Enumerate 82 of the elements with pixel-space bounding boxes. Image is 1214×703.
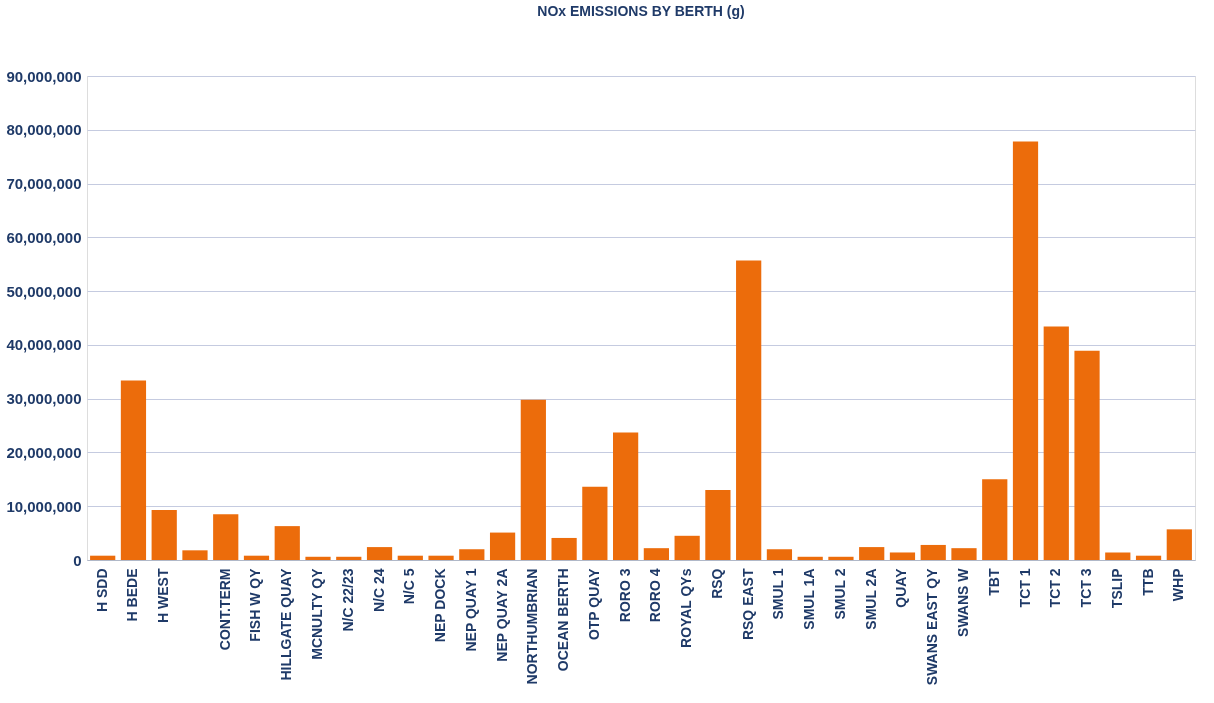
x-tick-label: SMUL 1 — [770, 568, 787, 620]
x-tick-label: MCNULTY QY — [309, 567, 326, 660]
x-tick-label: TSLIP — [1108, 568, 1125, 609]
x-tick-label: OCEAN BERTH — [555, 568, 572, 672]
chart-title: NOx EMISSIONS BY BERTH (g) — [537, 3, 745, 19]
x-tick-label: SWANS W — [954, 567, 971, 637]
bar — [182, 550, 208, 560]
x-tick-label: NEP QUAY 2A — [493, 568, 510, 662]
x-tick-label: RORO 3 — [616, 568, 633, 623]
bar — [797, 556, 823, 560]
bar — [274, 526, 300, 560]
x-tick-label: TTB — [1139, 568, 1156, 596]
bar — [243, 555, 270, 560]
x-tick-label: RSQ EAST — [739, 568, 756, 641]
x-tick-label: QUAY — [893, 567, 910, 608]
bar — [151, 509, 177, 560]
bar — [1012, 141, 1039, 560]
bar — [859, 547, 885, 560]
x-tick-label: H BEDE — [124, 568, 141, 622]
x-tick-label: FISH W QY — [247, 567, 264, 642]
bar — [736, 260, 762, 560]
y-tick-label: 10,000,000 — [6, 497, 82, 515]
bar — [520, 399, 546, 560]
x-tick-label: HILLGATE QUAY — [278, 567, 295, 681]
x-tick-label: TCT 3 — [1078, 568, 1095, 608]
x-tick-label: NORTHUMBRIAN — [524, 568, 541, 685]
y-tick-label: 30,000,000 — [6, 390, 82, 408]
bar — [90, 555, 116, 560]
bar — [428, 555, 454, 560]
x-tick-label: SMUL 2A — [862, 568, 879, 630]
y-tick-label: 50,000,000 — [6, 282, 82, 300]
bar — [305, 556, 331, 560]
y-tick-label: 90,000,000 — [6, 67, 82, 85]
x-tick-label: SMUL 2 — [831, 568, 848, 620]
x-tick-label: OTP QUAY — [585, 567, 602, 641]
y-tick-label: 60,000,000 — [6, 228, 82, 246]
y-tick-label: 70,000,000 — [6, 175, 82, 193]
bar — [1105, 552, 1131, 560]
bar — [613, 432, 639, 560]
x-tick-label: ROYAL QYs — [678, 568, 695, 648]
y-tick-label: 0 — [73, 551, 82, 569]
bar — [489, 532, 516, 560]
x-tick-label: N/C 24 — [370, 568, 387, 613]
x-tick-label: WHP — [1170, 568, 1187, 602]
bar — [951, 548, 977, 560]
bar — [1135, 555, 1162, 560]
bar — [551, 537, 577, 560]
bar — [366, 547, 393, 560]
x-tick-label: SWANS EAST QY — [924, 567, 941, 686]
bar — [889, 552, 916, 560]
y-tick-label: 20,000,000 — [6, 443, 82, 461]
x-tick-label: H WEST — [155, 568, 172, 623]
bar — [1074, 350, 1100, 560]
x-tick-label: N/C 22/23 — [339, 568, 356, 632]
x-tick-label: TCT 2 — [1047, 568, 1064, 608]
x-tick-label: H SDD — [93, 568, 110, 613]
y-tick-label: 40,000,000 — [6, 336, 82, 354]
bar — [120, 380, 147, 560]
bar — [1043, 326, 1069, 560]
x-tick-label: CONT.TERM — [216, 568, 233, 651]
bar — [920, 544, 946, 560]
bar — [643, 548, 669, 560]
x-tick-label: RORO 4 — [647, 568, 664, 623]
bar — [828, 556, 854, 560]
bar — [674, 535, 700, 560]
x-tick-label: TBT — [985, 568, 1002, 596]
bar — [213, 514, 239, 560]
bar — [459, 549, 485, 560]
x-tick-label: NEP DOCK — [432, 568, 449, 643]
bar — [336, 556, 362, 560]
x-tick-label: SMUL 1A — [801, 568, 818, 630]
x-tick-label: N/C 5 — [401, 568, 418, 605]
bar — [1166, 529, 1192, 560]
bar — [397, 555, 423, 560]
x-tick-label: RSQ — [708, 568, 725, 599]
bar — [982, 479, 1008, 560]
x-tick-label: TCT 1 — [1016, 568, 1033, 608]
x-tick-label: NEP QUAY 1 — [462, 568, 479, 652]
bar — [705, 490, 731, 560]
y-tick-label: 80,000,000 — [6, 121, 82, 139]
bar — [766, 549, 793, 560]
bar — [582, 486, 608, 560]
